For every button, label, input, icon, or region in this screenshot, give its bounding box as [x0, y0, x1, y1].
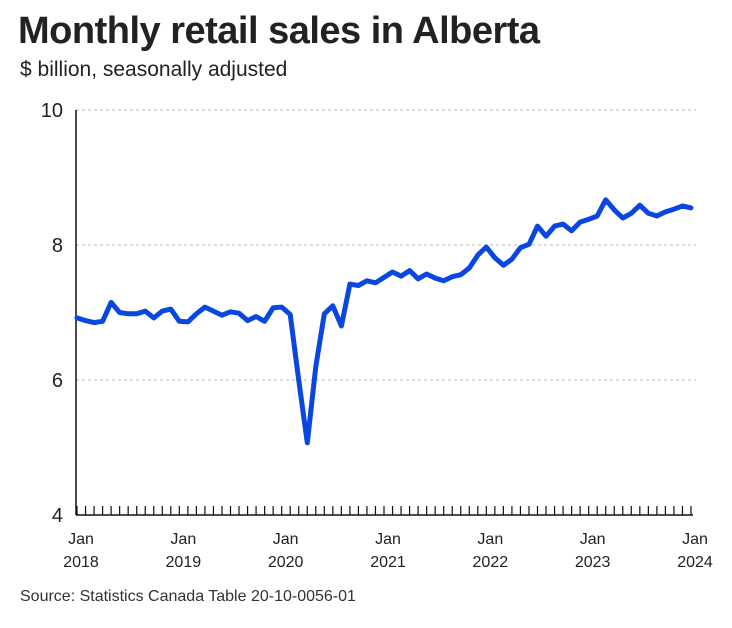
chart-title: Monthly retail sales in Alberta [18, 10, 540, 52]
y-tick-label: 8 [52, 235, 63, 257]
x-tick-label-month: Jan [375, 531, 401, 548]
sales-line [74, 197, 694, 446]
x-tick-label-year: 2021 [370, 554, 406, 571]
x-tick-label-year: 2018 [63, 554, 99, 571]
y-tick-label: 10 [41, 100, 63, 122]
x-tick-label-month: Jan [68, 531, 94, 548]
x-tick-label-month: Jan [170, 531, 196, 548]
x-tick-label-month: Jan [273, 531, 299, 548]
source-note: Source: Statistics Canada Table 20-10-00… [20, 588, 356, 605]
x-tick-label-month: Jan [477, 531, 503, 548]
chart-subtitle: $ billion, seasonally adjusted [20, 58, 288, 81]
y-tick-label: 4 [52, 505, 63, 527]
x-tick-label-month: Jan [580, 531, 606, 548]
gridlines [76, 109, 696, 381]
x-tick-label-month: Jan [682, 531, 708, 548]
x-axis: Jan 2018 Jan 2019 Jan 2020 Jan 2021 Jan 2022 Jan 20… [63, 506, 713, 571]
y-tick-label: 6 [52, 370, 63, 392]
x-tick-label-year: 2024 [677, 554, 713, 571]
x-tick-label-year: 2022 [473, 554, 509, 571]
y-axis: 4 6 8 10 [41, 100, 77, 527]
x-tick-label-year: 2023 [575, 554, 611, 571]
x-tick-label-year: 2019 [166, 554, 202, 571]
x-tick-label-year: 2020 [268, 554, 304, 571]
